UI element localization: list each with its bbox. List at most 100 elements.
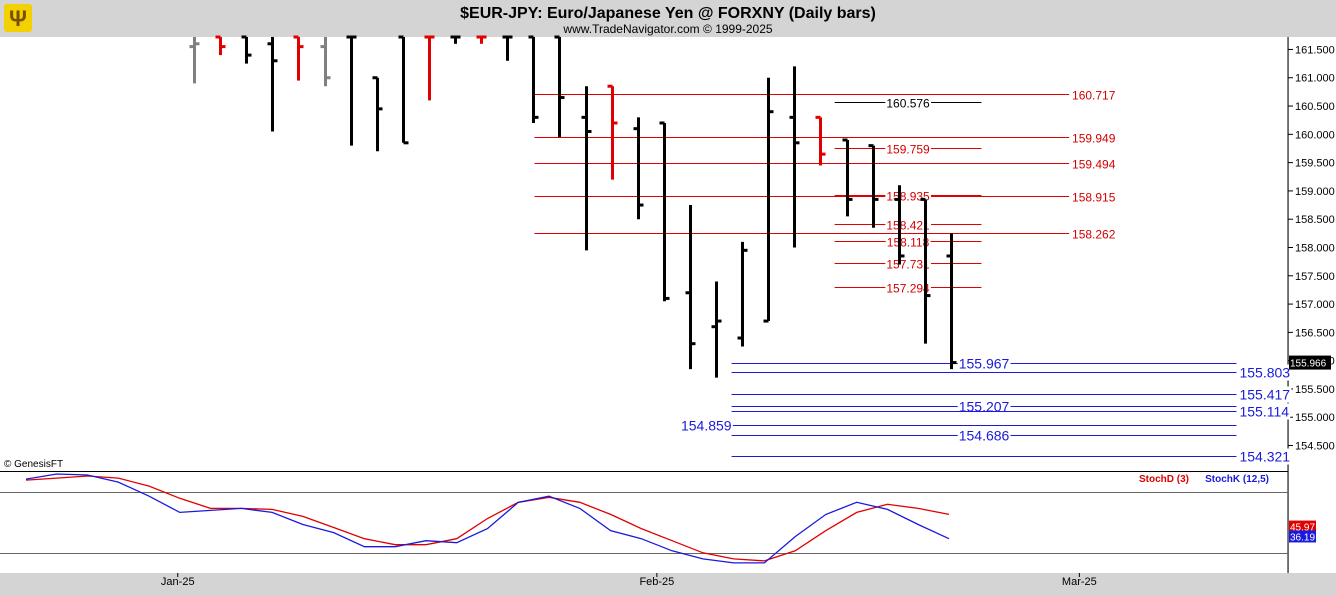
level-label-bg bbox=[885, 96, 932, 111]
ohlc-bar bbox=[502, 35, 513, 61]
ohlc-bar bbox=[946, 233, 957, 370]
x-tick-label: Jan-25 bbox=[161, 576, 195, 588]
level-label-bg bbox=[1071, 157, 1117, 172]
level-label: 157.731 bbox=[886, 258, 930, 272]
level-label: 159.759 bbox=[886, 143, 930, 157]
level-label: 160.717 bbox=[1072, 89, 1116, 103]
x-tick-label: Mar-25 bbox=[1062, 576, 1097, 588]
ohlc-bar bbox=[346, 35, 357, 146]
level-label: 158.421 bbox=[886, 219, 930, 233]
ohlc-bar bbox=[737, 241, 748, 347]
stoch-value-label: 36.19 bbox=[1290, 532, 1315, 543]
level-label: 154.321 bbox=[1239, 449, 1290, 465]
level-label-bg bbox=[1238, 448, 1292, 465]
y-tick-label: 157.000 bbox=[1295, 299, 1335, 311]
level-label-bg bbox=[885, 257, 932, 272]
price-axis bbox=[1289, 37, 1336, 573]
stoch-value-box bbox=[1289, 530, 1316, 543]
ohlc-bar bbox=[320, 37, 331, 87]
ohlc-bar bbox=[868, 144, 879, 228]
ohlc-bar bbox=[685, 205, 696, 370]
level-label: 158.935 bbox=[886, 190, 930, 204]
price-panel[interactable] bbox=[0, 37, 1288, 471]
y-tick-label: 155.000 bbox=[1295, 412, 1335, 424]
y-tick-label: 158.500 bbox=[1295, 214, 1335, 226]
level-label-bg bbox=[885, 218, 932, 233]
level-label-bg bbox=[1071, 190, 1117, 205]
y-tick-label: 159.500 bbox=[1295, 158, 1335, 170]
level-label: 159.494 bbox=[1072, 158, 1116, 172]
stoch-d-line bbox=[25, 475, 950, 562]
level-label: 154.859 bbox=[681, 418, 732, 434]
stoch-value-label: 45.97 bbox=[1290, 523, 1315, 534]
y-tick-label: 156.500 bbox=[1295, 327, 1335, 339]
y-tick-label: 160.000 bbox=[1295, 129, 1335, 141]
legend-stoch-d: StochD (3) bbox=[1139, 474, 1189, 485]
level-label: 154.686 bbox=[959, 428, 1010, 444]
ohlc-bar bbox=[581, 86, 592, 251]
x-tick-label: Feb-25 bbox=[639, 576, 674, 588]
y-tick-label: 159.000 bbox=[1295, 186, 1335, 198]
stoch-value-box bbox=[1289, 520, 1316, 533]
ohlc-bar bbox=[763, 77, 774, 323]
y-tick-label: 161.500 bbox=[1295, 44, 1335, 56]
level-label-bg bbox=[885, 281, 932, 296]
chart-subtitle: www.TradeNavigator.com © 1999-2025 bbox=[562, 22, 772, 36]
stochastic-panel[interactable] bbox=[0, 472, 1288, 573]
level-label-bg bbox=[1071, 88, 1117, 103]
svg-text:Ψ: Ψ bbox=[9, 6, 27, 31]
copyright-label: © GenesisFT bbox=[4, 459, 63, 470]
level-label-bg bbox=[1071, 227, 1117, 242]
level-label-bg bbox=[885, 142, 932, 157]
level-label: 155.417 bbox=[1239, 387, 1290, 403]
logo-icon: Ψ bbox=[4, 4, 32, 32]
level-lines: 160.717 159.949 159.494 158.915 158.262 160.5… bbox=[534, 88, 1292, 465]
y-tick-label: 155.500 bbox=[1295, 384, 1335, 396]
ohlc-bar bbox=[293, 35, 304, 81]
ohlc-bar bbox=[815, 115, 826, 166]
level-label-bg bbox=[1238, 386, 1292, 403]
ohlc-bar bbox=[189, 37, 200, 84]
ohlc-bar bbox=[633, 117, 644, 220]
ohlc-bar bbox=[789, 66, 800, 248]
price-bars bbox=[189, 35, 957, 378]
level-label-bg bbox=[1238, 364, 1292, 381]
ohlc-bar bbox=[842, 138, 853, 217]
ohlc-bar bbox=[372, 76, 383, 152]
ohlc-bar bbox=[398, 35, 409, 145]
y-tick-label: 158.000 bbox=[1295, 242, 1335, 254]
ohlc-bar bbox=[554, 35, 565, 138]
y-tick-label: 157.500 bbox=[1295, 271, 1335, 283]
legend-stoch-k: StochK (12,5) bbox=[1205, 474, 1269, 485]
level-label-bg bbox=[957, 355, 1011, 372]
level-label-bg bbox=[885, 235, 931, 250]
ohlc-bar bbox=[894, 185, 905, 265]
y-tick-label: 154.500 bbox=[1295, 441, 1335, 453]
last-price-box bbox=[1289, 355, 1331, 370]
ohlc-bar bbox=[450, 35, 461, 44]
level-label-bg bbox=[957, 398, 1011, 415]
last-price-label: 155.966 bbox=[1290, 359, 1327, 370]
y-axis-ticks: 161.500 161.000 160.500 160.000 159.500 159.0… bbox=[1288, 44, 1335, 453]
level-label-bg bbox=[679, 417, 733, 434]
level-label: 155.803 bbox=[1239, 365, 1290, 381]
level-label: 160.576 bbox=[886, 97, 930, 111]
ohlc-bar bbox=[215, 35, 226, 56]
ohlc-bar bbox=[241, 35, 252, 64]
level-label: 155.114 bbox=[1239, 404, 1289, 420]
x-axis-ticks: Jan-25 Feb-25 Mar-25 bbox=[161, 573, 1097, 588]
ohlc-bar bbox=[267, 37, 278, 132]
y-tick-label: 160.500 bbox=[1295, 101, 1335, 113]
level-label: 157.294 bbox=[886, 282, 930, 296]
ohlc-bar bbox=[659, 121, 670, 302]
y-tick-label: 161.000 bbox=[1295, 73, 1335, 85]
ohlc-bar bbox=[424, 35, 435, 101]
level-label: 155.207 bbox=[959, 399, 1010, 415]
level-label: 158.118 bbox=[887, 236, 930, 250]
last-price-marker: 155.966 bbox=[1289, 355, 1331, 370]
ohlc-bar bbox=[920, 197, 931, 344]
ohlc-bar bbox=[711, 281, 722, 378]
